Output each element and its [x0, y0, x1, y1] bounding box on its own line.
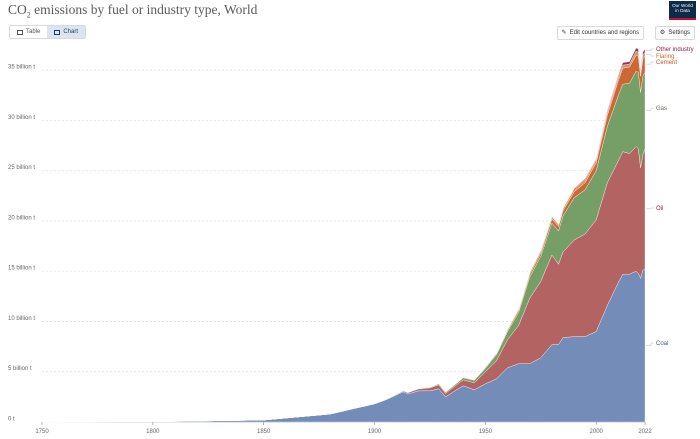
chart-icon — [54, 29, 61, 35]
series-label-cement: Cement — [656, 60, 677, 66]
y-tick-label: 25 billion t — [8, 165, 35, 171]
series-label-coal: Coal — [656, 341, 668, 347]
tab-table[interactable]: Table — [10, 26, 47, 38]
edit-countries-button[interactable]: ✎ Edit countries and regions — [556, 26, 644, 40]
y-tick-label: 20 billion t — [8, 215, 35, 221]
y-tick-label: 15 billion t — [8, 266, 35, 272]
x-tick-label: 1850 — [257, 429, 271, 435]
page-title: CO2 emissions by fuel or industry type, … — [8, 2, 257, 20]
x-tick-label: 2022 — [638, 429, 652, 435]
area-series — [41, 47, 646, 423]
x-tick-label: 1900 — [368, 429, 382, 435]
series-label-connector — [646, 207, 654, 210]
series-label-other-industry: Other industry — [656, 47, 694, 53]
y-tick-label: 5 billion t — [8, 366, 32, 372]
x-tick-label: 1800 — [146, 429, 160, 435]
gear-icon: ⚙ — [659, 30, 666, 36]
x-tick-label: 1750 — [35, 429, 49, 435]
title-prefix: CO — [8, 2, 27, 17]
series-label-connector — [646, 107, 654, 111]
logo-line1: Our World — [672, 3, 693, 8]
series-label-flaring: Flaring — [656, 54, 674, 60]
settings-button[interactable]: ⚙ Settings — [654, 26, 695, 40]
series-label-connector — [646, 53, 654, 57]
edit-countries-label: Edit countries and regions — [569, 30, 639, 36]
title-suffix: emissions by fuel or industry type, Worl… — [30, 2, 258, 17]
y-tick-label: 0 t — [8, 417, 15, 423]
series-label-connector — [646, 342, 654, 346]
y-tick-label: 10 billion t — [8, 316, 35, 322]
series-label-oil: Oil — [656, 206, 663, 212]
series-label-connector — [646, 61, 654, 65]
tab-chart[interactable]: Chart — [47, 26, 86, 38]
owid-logo[interactable]: Our World in Data — [669, 1, 696, 20]
table-icon — [17, 29, 23, 35]
x-axis: 1750 1800 1850 1900 1950 2000 2022 — [35, 422, 652, 435]
y-axis: 0 t 5 billion t 10 billion t 15 billion t 20… — [8, 65, 35, 423]
pencil-icon: ✎ — [561, 30, 567, 36]
view-tabs: Table Chart — [9, 25, 87, 39]
title-subscript: 2 — [26, 10, 31, 20]
series-other-industry-area[interactable] — [41, 47, 646, 423]
tab-chart-label: Chart — [63, 29, 79, 35]
logo-line2: in Data — [675, 8, 690, 13]
y-tick-label: 30 billion t — [8, 115, 35, 121]
series-label-gas: Gas — [656, 106, 667, 112]
tab-table-label: Table — [26, 29, 41, 35]
y-tick-label: 35 billion t — [8, 65, 35, 71]
series-label-connector — [646, 48, 654, 51]
x-tick-label: 1950 — [479, 429, 493, 435]
settings-label: Settings — [668, 30, 690, 36]
x-tick-label: 2000 — [590, 429, 604, 435]
